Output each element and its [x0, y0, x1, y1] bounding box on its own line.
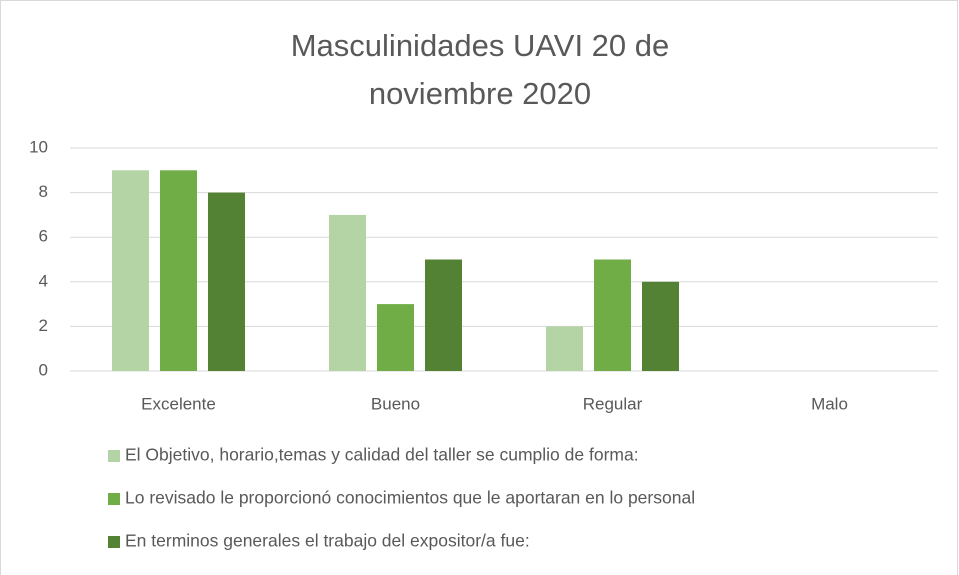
bar: [112, 170, 149, 371]
bar: [208, 192, 245, 371]
legend-label: Lo revisado le proporcionó conocimientos…: [125, 488, 695, 508]
legend-label: En terminos generales el trabajo del exp…: [125, 531, 530, 551]
x-tick-label: Bueno: [371, 394, 420, 413]
chart-title: Masculinidades UAVI 20 de noviembre 2020: [290, 28, 670, 111]
bar: [546, 326, 583, 371]
y-tick-label: 0: [39, 360, 48, 379]
y-tick-label: 2: [39, 316, 48, 335]
legend-swatch: [108, 493, 120, 505]
y-tick-label: 4: [39, 271, 48, 290]
x-tick-label: Regular: [583, 394, 643, 413]
legend-swatch: [108, 536, 120, 548]
bar: [377, 304, 414, 371]
bar: [425, 259, 462, 371]
x-tick-label: Excelente: [141, 394, 216, 413]
bar: [642, 281, 679, 371]
y-tick-label: 6: [39, 227, 48, 246]
y-tick-label: 10: [29, 137, 48, 156]
bar: [594, 259, 631, 371]
bar: [160, 170, 197, 371]
legend-label: El Objetivo, horario,temas y calidad del…: [125, 445, 639, 465]
legend-swatch: [108, 450, 120, 462]
x-tick-label: Malo: [811, 394, 848, 413]
y-tick-label: 8: [39, 182, 48, 201]
bar: [329, 214, 366, 371]
